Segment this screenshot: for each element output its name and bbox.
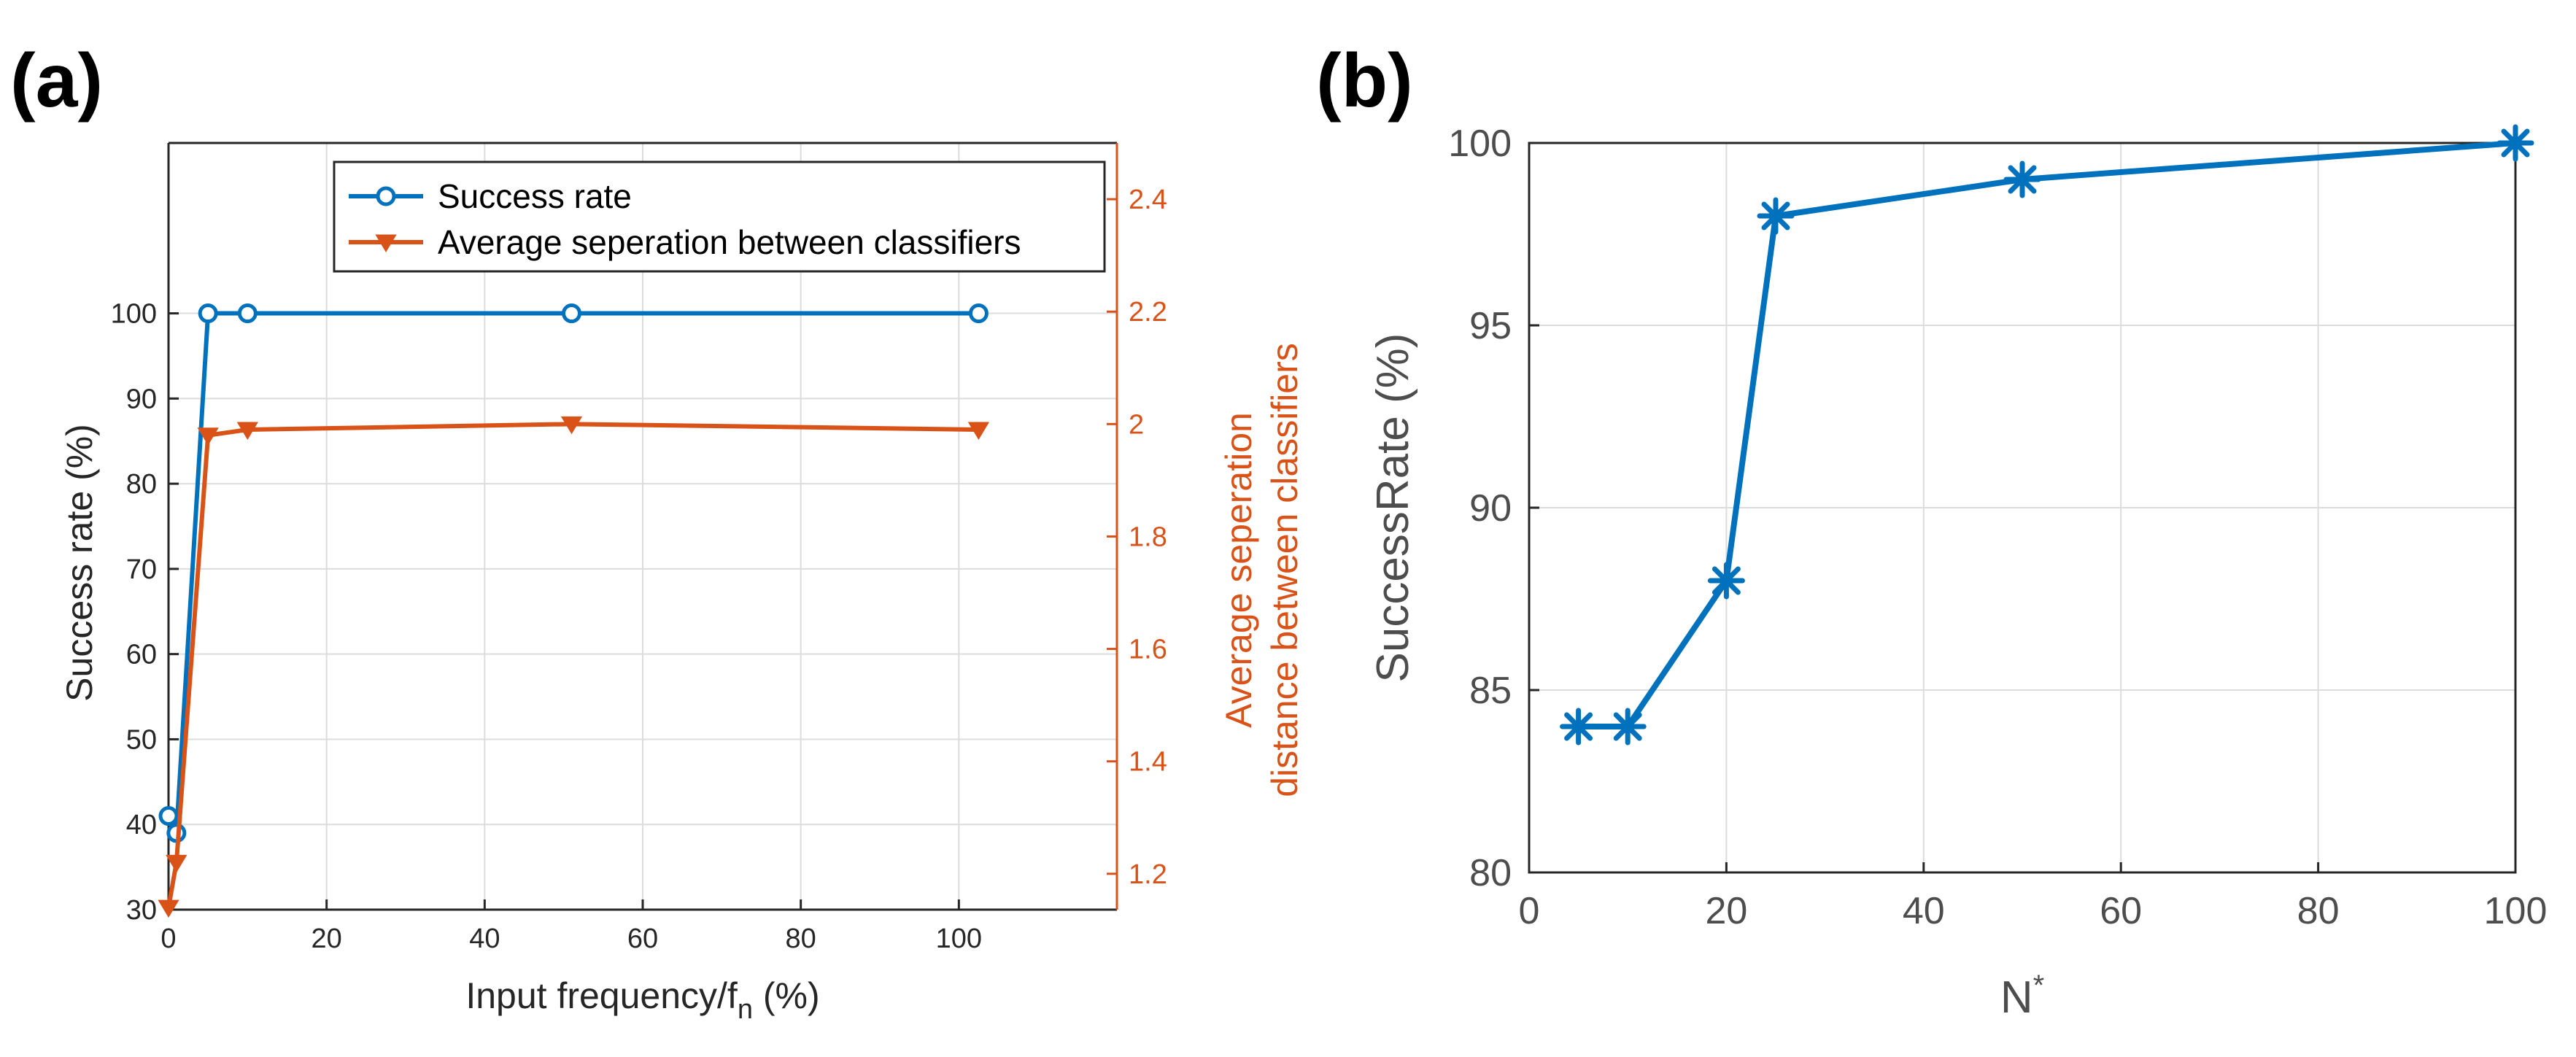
- x-axis-label: N*: [2000, 969, 2044, 1023]
- success-rate-point: [2003, 160, 2041, 198]
- average-separation-point: [560, 416, 583, 435]
- y-tick-label: 95: [1469, 305, 1512, 347]
- x-tick-label: 60: [627, 924, 658, 954]
- x-tick-label: 20: [312, 924, 342, 954]
- legend-marker-success-rate: [376, 186, 396, 206]
- success-rate-point: [237, 303, 258, 324]
- legend-box: [333, 160, 1106, 273]
- y-tick-label: 80: [126, 469, 157, 500]
- x-axis-label-subscript: n: [738, 994, 753, 1025]
- panel-label-b: (b): [1316, 39, 1413, 123]
- asterisk-stroke: [1564, 712, 1593, 741]
- legend-label-success-rate: Success rate: [438, 177, 632, 215]
- asterisk-stroke: [1613, 712, 1642, 741]
- y-tick-label: 60: [126, 640, 157, 670]
- y-axis-label-right-line2: distance between classifiers: [1264, 343, 1305, 797]
- success-rate-point: [2496, 124, 2534, 162]
- success-rate-point: [562, 303, 581, 324]
- y2-tick-label: 1.2: [1129, 859, 1167, 890]
- y-tick-label: 70: [126, 554, 157, 585]
- success-rate-point: [198, 303, 218, 324]
- success-rate-point: [1609, 708, 1647, 746]
- average-separation-point: [166, 854, 187, 873]
- y-tick-label: 90: [126, 384, 157, 414]
- asterisk-stroke: [1761, 201, 1790, 231]
- y-tick-label: 90: [1469, 487, 1512, 530]
- chart-a: 0 20 40 60 80 100 30 40 50 60 70 80 90 100 1.2 1.4 1.6 1.…: [59, 142, 1305, 1025]
- y2-tick-label: 1.8: [1129, 522, 1167, 552]
- success-rate-point: [1707, 562, 1745, 600]
- average-separation-point: [967, 422, 990, 440]
- y-tick-label: 40: [126, 810, 157, 840]
- success-rate-point: [158, 806, 179, 826]
- average-separation-point: [158, 899, 179, 918]
- y-tick-label: 30: [126, 895, 157, 926]
- success-rate-point: [1560, 708, 1598, 746]
- x-axis-label-suffix: (%): [753, 975, 820, 1016]
- y-axis-label: SuccessRate (%): [1368, 333, 1418, 683]
- success-rate-point: [968, 303, 989, 324]
- average-separation-point: [197, 427, 219, 446]
- x-tick-label: 0: [160, 924, 176, 954]
- legend-marker-average-separation: [375, 234, 397, 252]
- x-axis-label-superscript: *: [2033, 969, 2045, 1002]
- x-axis-label: Input frequency/fn (%): [465, 975, 819, 1025]
- y2-tick-label: 1.4: [1129, 747, 1167, 778]
- legend-label-average-separation: Average seperation between classifiers: [438, 223, 1021, 261]
- x-tick-label: 100: [936, 924, 982, 954]
- x-tick-label: 40: [469, 924, 500, 954]
- asterisk-stroke: [1711, 566, 1741, 595]
- x-tick-label: 80: [786, 924, 816, 954]
- y-axis-label-right-line1: Average seperation: [1218, 412, 1259, 728]
- success-rate-point: [1757, 197, 1795, 235]
- y2-tick-label: 2.4: [1129, 185, 1167, 215]
- y-tick-label: 85: [1469, 670, 1512, 712]
- x-tick-label: 60: [2100, 890, 2142, 932]
- asterisk-stroke: [2501, 128, 2530, 158]
- chart-b: 0 20 40 60 80 100 80 85 90 95 100 N* SuccessRate (%): [1368, 123, 2547, 1023]
- y2-tick-label: 1.6: [1129, 635, 1167, 665]
- x-tick-label: 40: [1903, 890, 1945, 932]
- y-tick-label: 100: [111, 299, 157, 330]
- y-tick-label: 100: [1448, 123, 1512, 165]
- x-tick-label: 20: [1705, 890, 1747, 932]
- x-tick-label: 80: [2297, 890, 2340, 932]
- y-tick-label: 50: [126, 724, 157, 755]
- x-tick-label: 0: [1519, 890, 1540, 932]
- y-tick-label: 80: [1469, 852, 1512, 894]
- panel-label-a: (a): [10, 39, 104, 123]
- x-tick-label: 100: [2484, 890, 2548, 932]
- asterisk-stroke: [2008, 165, 2037, 194]
- y-axis-label-left: Success rate (%): [59, 424, 100, 702]
- y2-tick-label: 2: [1129, 409, 1144, 440]
- average-separation-point: [236, 422, 258, 440]
- y2-tick-label: 2.2: [1129, 297, 1167, 328]
